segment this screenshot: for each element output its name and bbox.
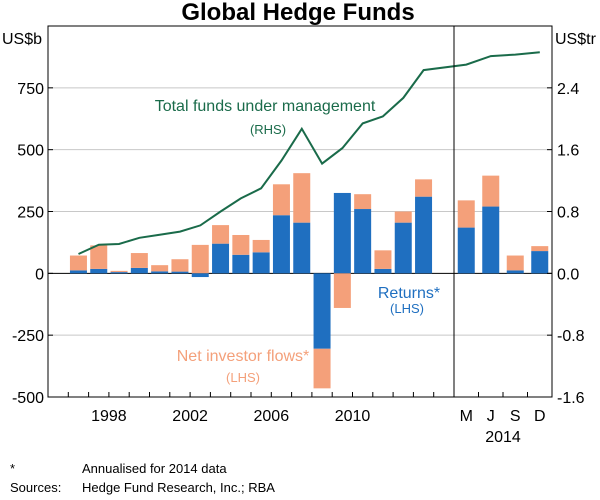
flows-bar-1999 (130, 253, 148, 268)
returns-bar-2000 (151, 271, 169, 274)
returns-bar-2008 (313, 273, 331, 349)
footnote-asterisk-row: * Annualised for 2014 data (10, 459, 275, 478)
flows-bar-2011 (374, 250, 392, 269)
flows-bar-Mar-2014 (457, 200, 475, 228)
returns-bar-2003 (212, 243, 230, 274)
returns-bar-Sep-2014 (506, 270, 524, 274)
returns-label: Returns* (378, 285, 440, 302)
flows-bar-2004 (232, 234, 250, 255)
flows-bar-2012 (394, 211, 412, 223)
footnotes: * Annualised for 2014 data Sources: Hedge … (10, 459, 275, 497)
x-label-q-J: J (487, 408, 495, 425)
right-axis-labels: 2.4 1.6 0.8 0.0 -0.8 -1.6 (557, 81, 585, 407)
left-tick-label-4: -250 (12, 328, 44, 345)
x-label-2010: 2010 (335, 408, 371, 425)
returns-bar-1997 (90, 268, 108, 274)
footnote-sources-label: Sources: (10, 480, 62, 495)
flows-bar-2013 (415, 179, 433, 197)
returns-axis-label: (LHS) (390, 301, 424, 316)
flows-bar-Dec-2014 (531, 246, 549, 252)
left-tick-label-3: 0 (35, 266, 44, 283)
flows-bar-2000 (151, 265, 169, 272)
returns-bar-2013 (415, 196, 433, 274)
right-tick-label-2: 0.8 (557, 205, 579, 222)
flows-bar-2006 (272, 184, 290, 216)
returns-bar-Dec-2014 (531, 251, 549, 274)
flows-bar-1996 (69, 255, 87, 271)
returns-bar-1996 (69, 270, 87, 274)
footnote-asterisk-text: Annualised for 2014 data (82, 461, 227, 476)
flows-bar-2001 (171, 259, 189, 272)
x-label-2014: 2014 (485, 429, 521, 446)
flows-bar-2002 (191, 244, 209, 274)
flows-bar-Jun-2014 (482, 175, 500, 207)
returns-bar-Jun-2014 (482, 206, 500, 274)
right-tick-label-4: -0.8 (557, 328, 585, 345)
returns-bar-2009 (333, 192, 351, 274)
footnote-sources-text: Hedge Fund Research, Inc.; RBA (82, 480, 275, 495)
flows-bar-Sep-2014 (506, 255, 524, 271)
left-tick-label-2: 250 (17, 205, 44, 222)
tfm-axis-label: (RHS) (250, 122, 286, 137)
flows-bar-2009 (333, 273, 351, 308)
left-tick-label-1: 500 (17, 143, 44, 160)
right-tick-label-3: 0.0 (557, 266, 579, 283)
bars (69, 173, 549, 389)
right-axis-unit: US$tr (555, 31, 597, 48)
flows-bar-1997 (90, 245, 108, 269)
returns-bar-2001 (171, 271, 189, 274)
flows-bar-2003 (212, 225, 230, 244)
left-axis-unit: US$b (2, 31, 42, 48)
flows-bar-2010 (354, 194, 372, 210)
returns-bar-1999 (130, 267, 148, 274)
returns-bar-2006 (272, 215, 290, 274)
flows-bar-2007 (293, 173, 311, 223)
right-tick-label-1: 1.6 (557, 143, 579, 160)
right-tick-label-5: -1.6 (557, 390, 585, 407)
footnote-sources-row: Sources: Hedge Fund Research, Inc.; RBA (10, 478, 275, 497)
chart-title: Global Hedge Funds (181, 0, 414, 26)
flows-bar-2005 (252, 239, 270, 253)
x-label-q-M: M (460, 408, 473, 425)
returns-bar-2011 (374, 268, 392, 274)
x-label-2006: 2006 (254, 408, 290, 425)
returns-bar-Mar-2014 (457, 227, 475, 274)
x-label-q-S: S (510, 408, 521, 425)
axis-ticks (47, 87, 552, 398)
returns-bar-2005 (252, 252, 270, 274)
total-funds-line (78, 51, 540, 255)
returns-bar-2012 (394, 222, 412, 274)
left-axis-labels: 750 500 250 0 -250 -500 (12, 81, 44, 407)
x-label-q-D: D (534, 408, 546, 425)
returns-bar-1998 (110, 272, 128, 274)
chart: Global Hedge Funds US$b US$tr 750 500 250 0… (2, 0, 597, 446)
returns-bar-2002 (191, 273, 209, 278)
returns-bar-2004 (232, 254, 250, 274)
x-label-2002: 2002 (172, 408, 208, 425)
total-funds-line-layer (78, 51, 540, 255)
x-axis-labels: 1998 2002 2006 2010 M J S D 2014 (91, 408, 545, 446)
flows-axis-label: (LHS) (226, 370, 260, 385)
returns-bar-2010 (354, 209, 372, 274)
flows-label: Net investor flows* (177, 348, 310, 365)
flows-bar-2008 (313, 348, 331, 389)
footnote-asterisk: * (10, 461, 16, 476)
left-tick-label-5: -500 (12, 390, 44, 407)
flows-bar-1998 (110, 270, 128, 273)
right-tick-label-0: 2.4 (557, 81, 579, 98)
left-tick-label-0: 750 (17, 81, 44, 98)
tfm-label: Total funds under management (155, 98, 376, 115)
x-label-1998: 1998 (91, 408, 127, 425)
returns-bar-2007 (293, 222, 311, 274)
